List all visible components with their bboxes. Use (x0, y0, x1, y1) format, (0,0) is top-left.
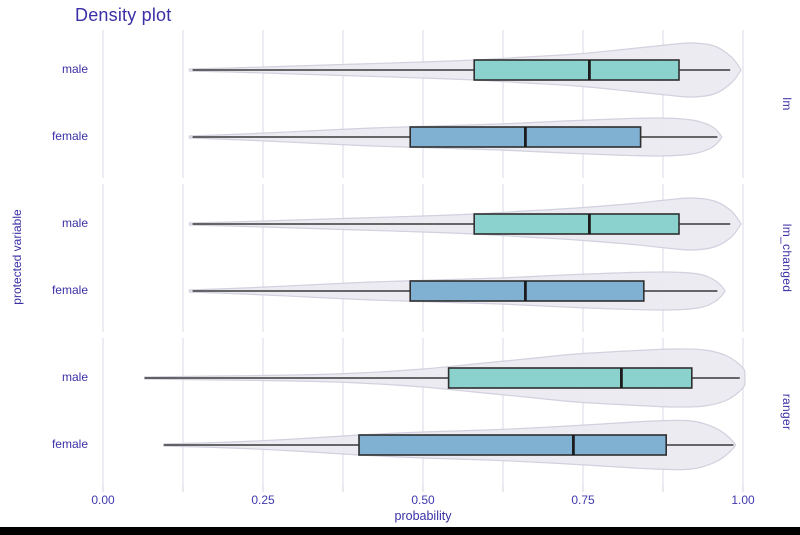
x-tick-label-0.25: 0.25 (251, 493, 275, 507)
box-ranger-male (447, 367, 693, 389)
y-axis-row-label-male: male (61, 370, 88, 384)
x-tick-label-0.00: 0.00 (91, 493, 115, 507)
x-axis-title: probability (394, 509, 452, 523)
facet-strip-label-ranger: ranger (780, 393, 794, 431)
x-axis (102, 486, 744, 492)
x-tick-label-0.50: 0.50 (411, 493, 435, 507)
y-axis-row-label-female: female (51, 283, 88, 297)
box-lm_changed-female (409, 280, 645, 302)
bottom-border-bar (0, 527, 800, 535)
facet-panel-lm_changed (102, 184, 744, 332)
box-lm_changed-male (473, 213, 680, 235)
box-lm-male (473, 59, 680, 81)
y-axis-row-label-male: male (61, 216, 88, 230)
y-axis-row-label-female: female (51, 129, 88, 143)
y-axis-row-label-male: male (61, 62, 88, 76)
facet-strip-label-lm: lm (780, 97, 794, 111)
chart-title: Density plot (75, 5, 172, 25)
y-axis-row-label-female: female (51, 437, 88, 451)
facet-panel-lm (102, 30, 744, 178)
box-ranger-female (358, 434, 668, 456)
x-tick-label-1.00: 1.00 (731, 493, 755, 507)
facet-strip-label-lm_changed: lm_changed (780, 223, 794, 293)
facet-panel-ranger (102, 338, 746, 486)
x-tick-label-0.75: 0.75 (571, 493, 595, 507)
